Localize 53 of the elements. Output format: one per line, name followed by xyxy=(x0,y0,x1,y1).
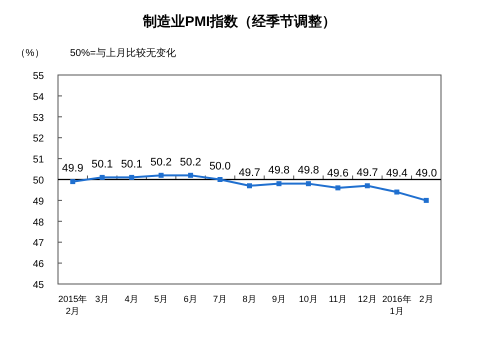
y-tick-label: 52 xyxy=(32,134,44,145)
point xyxy=(394,190,400,195)
data-label: 49.7 xyxy=(356,166,378,179)
x-tick-label: 4月 xyxy=(124,294,139,304)
x-tick-label: 11月 xyxy=(328,294,348,304)
data-label: 50.1 xyxy=(120,158,142,170)
x-tick-label: 6月 xyxy=(184,294,198,304)
data-label: 49.8 xyxy=(268,164,290,177)
x-tick-label: 5月 xyxy=(154,294,168,304)
point xyxy=(158,172,164,178)
point xyxy=(364,183,370,188)
x-tick-label: 3月 xyxy=(95,294,110,304)
data-label: 50.0 xyxy=(209,160,231,172)
y-tick-label: 46 xyxy=(32,259,44,270)
data-label: 49.8 xyxy=(298,164,320,177)
x-tick-label: 7月 xyxy=(213,294,228,304)
x-tick-label: 12月 xyxy=(358,294,377,304)
data-label: 49.7 xyxy=(238,166,260,179)
point xyxy=(247,183,252,188)
data-label: 49.9 xyxy=(62,162,84,175)
y-tick-label: 45 xyxy=(32,280,44,291)
y-tick-label: 48 xyxy=(32,217,44,228)
data-label: 49.0 xyxy=(416,168,437,180)
y-tick-label: 50 xyxy=(32,176,44,186)
x-tick-label: 2月 xyxy=(419,294,434,304)
point xyxy=(306,181,311,186)
point xyxy=(424,198,429,203)
point xyxy=(188,172,194,178)
y-tick-label: 53 xyxy=(32,112,44,124)
point xyxy=(335,185,340,190)
x-tick-label: 9月 xyxy=(272,294,286,304)
data-label: 50.2 xyxy=(150,156,172,168)
point xyxy=(70,179,76,184)
data-label: 49.4 xyxy=(386,168,408,180)
y-tick-label: 49 xyxy=(32,196,44,208)
data-label: 50.1 xyxy=(91,158,113,170)
y-tick-label: 47 xyxy=(32,238,44,250)
x-tick-label: 2016年 1月 xyxy=(382,294,412,316)
x-tick-label: 8月 xyxy=(242,294,257,304)
text: 50%=与上月比较无变化 xyxy=(70,47,176,59)
y-tick-label: 54 xyxy=(32,92,44,103)
data-label: 49.6 xyxy=(327,168,349,180)
y-tick-label: 55 xyxy=(32,71,44,82)
point xyxy=(276,181,282,186)
point xyxy=(100,174,105,180)
chart-title: 制造业PMI指数（经季节调整） xyxy=(142,13,336,29)
x-tick-label: 10月 xyxy=(298,294,318,304)
data-label: 50.2 xyxy=(180,156,202,168)
y-tick-label: 51 xyxy=(32,154,44,166)
y-axis-title: （%） xyxy=(16,48,44,59)
point xyxy=(218,177,223,182)
point xyxy=(129,174,134,180)
x-tick-label: 2015年 2月 xyxy=(58,294,88,316)
